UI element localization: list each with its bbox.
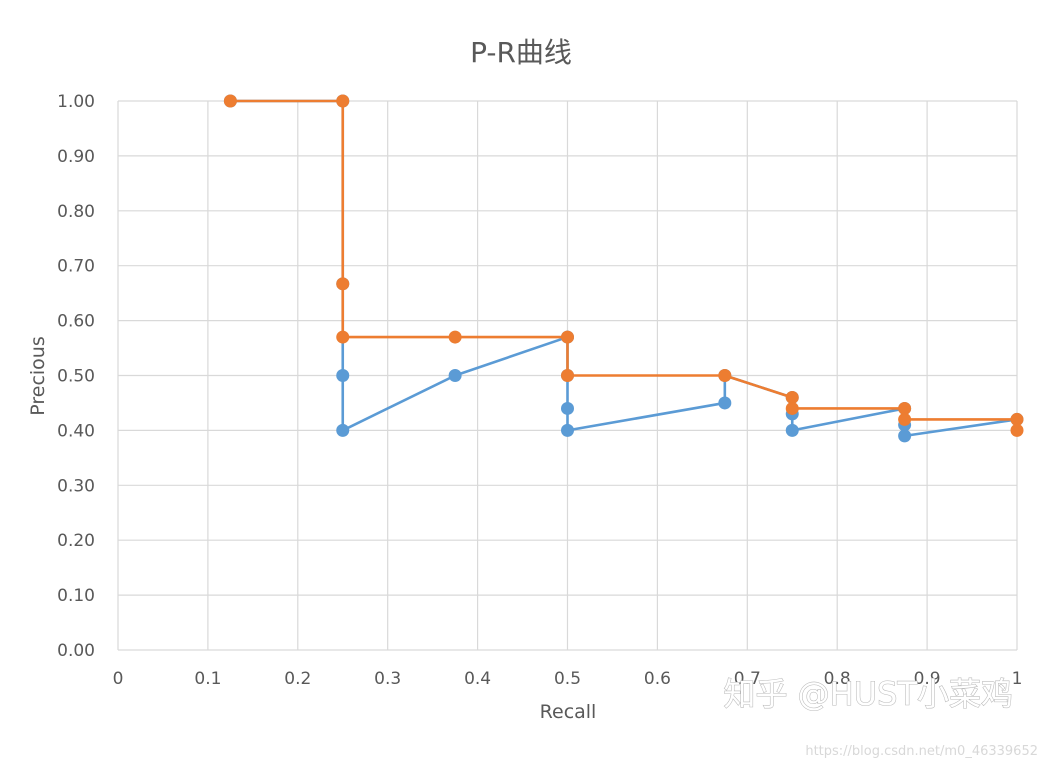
x-tick-label: 0.1	[194, 669, 221, 689]
x-tick-label: 0	[113, 669, 124, 689]
series-2-point	[223, 94, 237, 108]
series-2-point	[785, 401, 799, 415]
y-tick-labels: 0.00 0.10 0.20 0.30 0.40 0.50 0.60 0.70 0.80 0.90…	[57, 92, 95, 661]
x-tick-labels: 0 0.1 0.2 0.3 0.4 0.5 0.6 0.7 0.8 0.9 1	[113, 669, 1023, 689]
y-tick-label: 0.20	[57, 531, 95, 551]
series-2-point	[898, 401, 912, 415]
y-tick-label: 0.30	[57, 476, 95, 496]
x-axis-title: Recall	[540, 701, 597, 723]
y-tick-label: 0.50	[57, 367, 95, 387]
x-tick-label: 0.4	[464, 669, 491, 689]
series-2	[223, 94, 1024, 437]
series-2-point	[1010, 412, 1024, 426]
series-1-point	[448, 369, 462, 382]
series-2-point	[336, 94, 350, 108]
y-axis-title: Precious	[27, 336, 49, 416]
y-tick-label: 0.00	[57, 641, 95, 661]
y-tick-label: 0.40	[57, 421, 95, 441]
y-tick-label: 0.60	[57, 312, 95, 332]
series-1-point	[561, 401, 574, 415]
series-2-point	[718, 369, 732, 382]
y-tick-label: 0.90	[57, 147, 95, 167]
x-tick-label: 0.8	[824, 669, 851, 689]
series-1-point	[898, 429, 912, 443]
x-tick-label: 0.2	[284, 669, 311, 689]
series-1-point	[718, 396, 732, 410]
y-tick-label: 0.70	[57, 257, 95, 277]
series-1-point	[336, 369, 350, 382]
chart-title: P-R曲线	[470, 36, 572, 69]
series-2-point	[785, 390, 799, 404]
series-1-point	[785, 423, 799, 437]
series-2-point	[336, 330, 350, 344]
series-2-point	[561, 369, 574, 382]
series-2-point	[561, 330, 574, 344]
x-tick-label: 0.3	[374, 669, 401, 689]
series-1-point	[561, 423, 574, 437]
csdn-watermark: https://blog.csdn.net/m0_46339652	[805, 744, 1038, 759]
y-tick-label: 0.10	[57, 586, 95, 606]
series-1-line	[230, 99, 1018, 438]
x-tick-label: 0.9	[914, 669, 941, 689]
x-tick-label: 0.5	[554, 669, 581, 689]
x-tick-label: 0.7	[734, 669, 761, 689]
series-2-point	[336, 277, 350, 291]
y-tick-label: 1.00	[57, 92, 95, 112]
series-1-point	[336, 423, 350, 437]
series-layer	[223, 94, 1024, 443]
series-2-point	[1010, 423, 1024, 437]
series-2-point	[448, 330, 462, 344]
series-2-point	[898, 412, 912, 426]
x-tick-label: 0.6	[644, 669, 671, 689]
x-tick-label: 1	[1012, 669, 1023, 689]
zhihu-watermark: 知乎 @HUST小菜鸡	[723, 675, 1013, 713]
y-tick-label: 0.80	[57, 202, 95, 222]
